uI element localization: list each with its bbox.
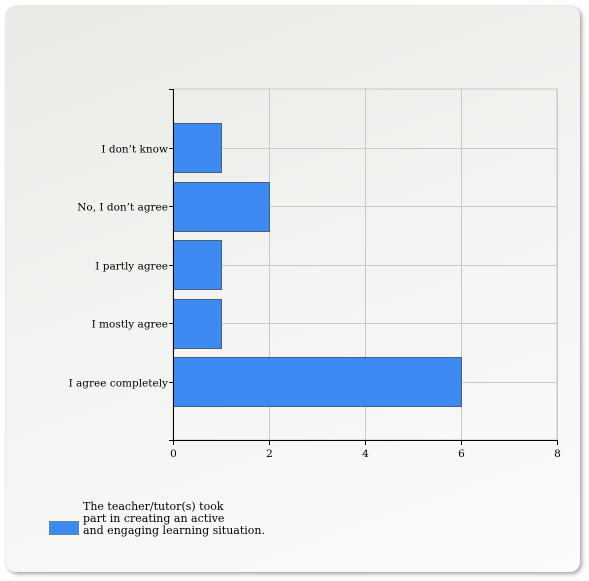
bar [173, 240, 222, 290]
category-label: I don’t know [101, 144, 168, 156]
x-tick-label: 8 [554, 448, 561, 460]
axes [169, 89, 558, 445]
category-label: I partly agree [95, 261, 168, 273]
legend: The teacher/tutor(s) took part in creati… [49, 501, 309, 551]
legend-label: The teacher/tutor(s) took part in creati… [83, 500, 265, 537]
x-tick-label: 0 [170, 448, 177, 460]
bar [173, 123, 222, 173]
x-tick-label: 4 [362, 448, 369, 460]
chart-panel [6, 6, 580, 572]
category-labels: I don’t know No, I don’t agree I partly ag… [69, 144, 168, 390]
category-label: I mostly agree [92, 319, 168, 331]
category-label: No, I don’t agree [77, 202, 168, 214]
x-tick-labels: 0 2 4 6 8 [170, 448, 561, 460]
bar [173, 182, 270, 232]
x-tick-label: 2 [266, 448, 273, 460]
category-label: I agree completely [69, 378, 168, 390]
legend-swatch [49, 521, 79, 535]
x-tick-label: 6 [458, 448, 465, 460]
bars [173, 123, 462, 407]
bar [173, 357, 462, 407]
bar [173, 299, 222, 349]
